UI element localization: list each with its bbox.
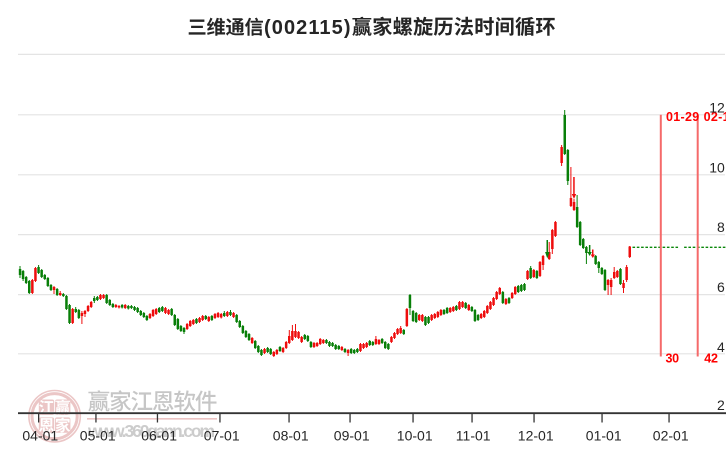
svg-text:02-01: 02-01 bbox=[653, 428, 689, 444]
svg-text:07-01: 07-01 bbox=[204, 428, 240, 444]
svg-text:2: 2 bbox=[717, 397, 725, 413]
svg-text:www.360gann.com: www.360gann.com bbox=[87, 421, 215, 441]
svg-text:08-01: 08-01 bbox=[273, 428, 309, 444]
svg-text:11-01: 11-01 bbox=[456, 428, 491, 444]
svg-text:01-01: 01-01 bbox=[586, 428, 622, 444]
svg-text:09-01: 09-01 bbox=[334, 428, 370, 444]
svg-text:8: 8 bbox=[717, 219, 725, 235]
svg-text:04-01: 04-01 bbox=[22, 428, 58, 444]
svg-text:(002115): (002115) bbox=[264, 17, 351, 39]
svg-text:6: 6 bbox=[717, 279, 725, 295]
svg-text:42: 42 bbox=[704, 351, 718, 365]
svg-text:02-19: 02-19 bbox=[704, 110, 726, 124]
svg-text:01-29: 01-29 bbox=[666, 110, 699, 124]
svg-text:12: 12 bbox=[709, 99, 725, 115]
svg-text:06-01: 06-01 bbox=[141, 428, 177, 444]
svg-text:12-01: 12-01 bbox=[518, 428, 554, 444]
svg-text:4: 4 bbox=[717, 339, 725, 355]
svg-text:30: 30 bbox=[666, 351, 680, 365]
svg-text:10: 10 bbox=[709, 159, 725, 175]
svg-text:10-01: 10-01 bbox=[397, 428, 433, 444]
svg-text:05-01: 05-01 bbox=[80, 428, 116, 444]
